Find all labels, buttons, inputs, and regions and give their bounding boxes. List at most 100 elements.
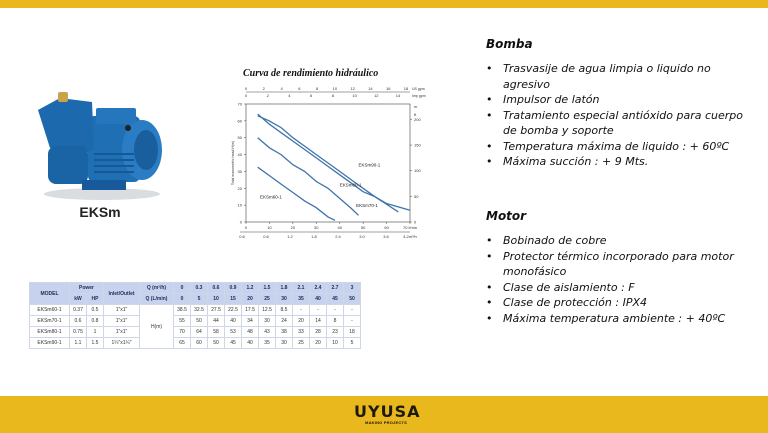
svg-text:US gpm: US gpm <box>412 87 425 91</box>
q-m3h-cell: 1.2 <box>241 282 259 294</box>
svg-text:3.6: 3.6 <box>383 234 389 239</box>
svg-text:0: 0 <box>245 225 248 230</box>
logo-wordmark: UYUSA <box>354 402 421 421</box>
q-m3h-cell: 2.1 <box>292 282 310 294</box>
head-cell: 43 <box>258 326 276 338</box>
svg-text:EKSm80-1: EKSm80-1 <box>340 183 362 188</box>
head-cell: - <box>326 304 344 316</box>
svg-text:40: 40 <box>238 152 243 157</box>
head-cell: 48 <box>241 326 259 338</box>
q-lmin-cell: 45 <box>326 293 344 305</box>
svg-text:EKSm70-1: EKSm70-1 <box>356 203 378 208</box>
head-cell: 8.5 <box>275 304 293 316</box>
top-brand-bar <box>0 0 768 8</box>
svg-text:50: 50 <box>361 225 366 230</box>
svg-text:8: 8 <box>316 86 319 91</box>
q-lmin-cell: 20 <box>241 293 259 305</box>
list-item: • Máxima temperatura ambiente : + 40ºC <box>486 311 726 325</box>
svg-text:ft: ft <box>414 112 417 117</box>
list-item: • Temperatura máxima de liquido : + 60ºC <box>486 139 730 153</box>
svg-text:200: 200 <box>414 117 421 122</box>
svg-text:12: 12 <box>350 86 355 91</box>
head-cell: 38.5 <box>173 304 191 316</box>
head-cell: 28 <box>309 326 327 338</box>
head-cell: 65 <box>173 337 191 349</box>
svg-text:150: 150 <box>414 143 421 148</box>
table-header-row: kW HP Q (L/min) 0 5 10 15 20 25 30 35 40… <box>30 293 361 305</box>
svg-text:50: 50 <box>414 194 419 199</box>
motor-list: • Bobinado de cobre • Protector térmico in… <box>486 233 756 326</box>
list-item: • Tratamiento especial antióxido para cue… <box>486 108 743 138</box>
head-cell: 20 <box>309 337 327 349</box>
svg-text:10: 10 <box>238 203 243 208</box>
header-kw: kW <box>69 293 87 305</box>
svg-text:0: 0 <box>245 93 248 98</box>
svg-text:6: 6 <box>298 86 301 91</box>
model-cell: EKSm80-1 <box>29 326 70 338</box>
svg-text:1.8: 1.8 <box>311 234 317 239</box>
svg-text:0: 0 <box>245 86 248 91</box>
svg-text:30: 30 <box>314 225 319 230</box>
bullet-icon: • <box>486 249 493 263</box>
svg-text:0: 0 <box>414 220 417 225</box>
bullet-icon: • <box>486 155 493 168</box>
head-cell: - <box>343 315 361 327</box>
head-cell: 34 <box>241 315 259 327</box>
bullet-icon: • <box>486 108 493 122</box>
list-item: • Clase de protección : IPX4 <box>486 296 647 309</box>
svg-text:0: 0 <box>240 220 243 225</box>
q-lmin-cell: 25 <box>258 293 276 305</box>
svg-text:50: 50 <box>238 135 243 140</box>
q-lmin-cell: 15 <box>224 293 242 305</box>
head-cell: 24 <box>275 315 293 327</box>
bomba-section: Bomba • Trasvasije de agua limpia o liqui… <box>486 37 756 170</box>
svg-text:20: 20 <box>238 186 243 191</box>
model-cell: EKSm70-1 <box>29 315 70 327</box>
svg-text:3.0: 3.0 <box>359 234 365 239</box>
head-cell: 8 <box>326 315 344 327</box>
svg-text:14: 14 <box>368 86 373 91</box>
head-cell: 20 <box>292 315 310 327</box>
water-pump-icon <box>30 88 170 203</box>
bullet-icon: • <box>486 296 493 309</box>
svg-text:10: 10 <box>267 225 272 230</box>
head-cell: 10 <box>326 337 344 349</box>
table-row: EKSm60-1 0.37 0.5 1"x1" H(m) 38.5 32.5 2… <box>29 304 361 349</box>
svg-text:m: m <box>414 104 418 109</box>
svg-text:0.6: 0.6 <box>263 234 269 239</box>
svg-text:4.2m³/h: 4.2m³/h <box>403 234 417 239</box>
table-row: EKSm70-1 0.6 0.8 1"x1" 55 50 44 40 34 30… <box>29 315 361 327</box>
svg-text:8: 8 <box>332 93 335 98</box>
q-lmin-cell: 50 <box>343 293 361 305</box>
head-cell: - <box>292 304 310 316</box>
svg-text:2.4: 2.4 <box>335 234 341 239</box>
motor-section: Motor • Bobinado de cobre • Protector térm… <box>486 209 756 326</box>
bomba-title: Bomba <box>486 37 533 51</box>
motor-title: Motor <box>486 209 527 223</box>
logo-tagline: MAKING PROJECTS <box>365 420 407 425</box>
head-cell: 70 <box>173 326 191 338</box>
q-lmin-cell: 10 <box>207 293 225 305</box>
head-cell: 5 <box>343 337 361 349</box>
model-cell: EKSm60-1 <box>29 304 70 316</box>
svg-text:Total manometric head H(m): Total manometric head H(m) <box>231 141 235 185</box>
header-power: Power <box>69 282 104 294</box>
q-m3h-cell: 3 <box>343 282 361 294</box>
head-cell: 30 <box>275 337 293 349</box>
svg-text:0.6: 0.6 <box>239 234 245 239</box>
svg-text:70: 70 <box>238 102 243 107</box>
svg-text:4: 4 <box>280 86 283 91</box>
q-m3h-cell: 0.9 <box>224 282 242 294</box>
head-cell: 55 <box>173 315 191 327</box>
svg-text:6: 6 <box>310 93 313 98</box>
header-model: MODEL <box>29 282 70 305</box>
svg-text:60: 60 <box>238 118 243 123</box>
head-cell: 33 <box>292 326 310 338</box>
h-label-cell: H(m) <box>139 304 174 349</box>
list-item: • Bobinado de cobre <box>486 234 607 247</box>
kw-cell: 0.6 <box>69 315 87 327</box>
svg-text:100: 100 <box>414 168 421 173</box>
list-item: • Protector térmico incorporado para moto… <box>486 249 734 279</box>
bullet-icon: • <box>486 234 493 247</box>
q-m3h-cell: 2.7 <box>326 282 344 294</box>
